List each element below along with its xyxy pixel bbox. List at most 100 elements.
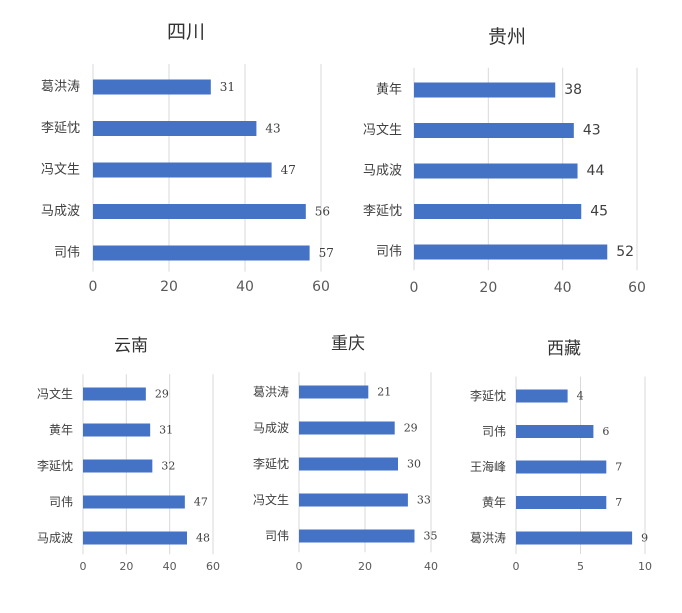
x-tick-label: 0 (89, 279, 98, 295)
x-tick-label: 20 (358, 560, 372, 573)
category-label: 马成波 (41, 204, 80, 219)
chart-title: 贵州 (488, 26, 526, 48)
data-label: 52 (616, 244, 634, 260)
bar (299, 421, 395, 435)
category-label: 李延忱 (37, 458, 73, 473)
bar (516, 425, 594, 438)
x-tick-label: 60 (312, 279, 330, 295)
data-label: 48 (196, 532, 210, 545)
bar (414, 244, 608, 260)
data-label: 31 (220, 80, 235, 94)
chart-title: 四川 (167, 21, 205, 43)
data-label: 29 (155, 388, 169, 401)
category-label: 黄年 (376, 83, 402, 98)
x-tick-label: 0 (296, 560, 303, 573)
bar (516, 389, 568, 403)
bar (414, 123, 574, 138)
category-label: 葛洪涛 (41, 79, 80, 95)
category-label: 冯文生 (37, 386, 73, 401)
x-tick-label: 0 (80, 560, 87, 573)
data-label: 31 (159, 424, 173, 437)
data-label: 35 (424, 530, 438, 543)
category-label: 司伟 (482, 425, 506, 439)
data-label: 43 (265, 122, 280, 136)
x-tick-label: 20 (119, 560, 133, 573)
data-label: 44 (587, 163, 605, 179)
bar (83, 531, 187, 545)
data-label: 43 (583, 123, 601, 139)
category-label: 冯文生 (41, 163, 80, 178)
category-label: 黄年 (49, 423, 73, 437)
x-tick-label: 10 (638, 560, 652, 573)
x-tick-label: 60 (628, 280, 646, 296)
category-label: 王海峰 (470, 459, 506, 474)
x-tick-label: 40 (236, 279, 254, 295)
category-label: 黄年 (482, 496, 506, 510)
bar (299, 457, 398, 471)
category-label: 李延忱 (470, 388, 506, 403)
bar (299, 493, 408, 507)
bar (516, 460, 607, 474)
category-label: 葛洪涛 (253, 384, 289, 399)
category-label: 冯文生 (363, 123, 402, 138)
x-tick-label: 40 (554, 280, 572, 296)
bar (93, 245, 310, 261)
x-tick-label: 20 (479, 280, 497, 296)
x-tick-label: 40 (424, 560, 438, 573)
data-label: 7 (615, 496, 622, 509)
category-label: 马成波 (363, 164, 402, 179)
category-label: 司伟 (376, 245, 402, 260)
category-label: 马成波 (37, 531, 73, 545)
x-tick-label: 5 (577, 560, 584, 573)
category-label: 李延忱 (253, 456, 289, 471)
category-label: 李延忱 (363, 204, 402, 219)
category-label: 冯文生 (253, 492, 289, 507)
bar (414, 163, 578, 179)
bar (83, 495, 185, 509)
data-label: 57 (319, 246, 334, 260)
bar (83, 459, 153, 473)
data-label: 7 (615, 461, 622, 474)
bar (93, 121, 257, 136)
bar (93, 79, 211, 95)
data-label: 56 (315, 205, 330, 219)
x-tick-label: 0 (513, 560, 520, 573)
category-label: 司伟 (54, 246, 80, 261)
data-label: 47 (194, 496, 208, 509)
chart-title: 重庆 (331, 334, 365, 354)
data-label: 4 (577, 390, 584, 403)
bar (299, 385, 369, 399)
category-label: 葛洪涛 (470, 530, 506, 545)
data-label: 38 (564, 82, 582, 98)
bar (516, 496, 607, 509)
x-tick-label: 40 (163, 560, 177, 573)
bar (83, 423, 151, 437)
bar (93, 204, 306, 219)
data-label: 33 (417, 494, 431, 507)
x-tick-label: 60 (206, 560, 220, 573)
category-label: 司伟 (49, 495, 73, 509)
bar (93, 162, 272, 178)
data-label: 30 (407, 458, 421, 471)
data-label: 21 (377, 386, 391, 399)
data-label: 32 (161, 460, 175, 473)
chart-title: 西藏 (547, 339, 581, 359)
bar (414, 204, 582, 219)
x-tick-label: 20 (160, 279, 178, 295)
data-label: 29 (404, 422, 418, 435)
category-label: 司伟 (265, 529, 289, 543)
x-tick-label: 0 (410, 280, 419, 296)
data-label: 9 (641, 532, 648, 545)
bar (516, 531, 633, 545)
data-label: 6 (602, 425, 609, 438)
category-label: 马成波 (253, 421, 289, 435)
bar (414, 82, 556, 98)
bar (83, 387, 146, 401)
category-label: 李延忱 (41, 121, 80, 136)
data-label: 45 (590, 204, 608, 220)
